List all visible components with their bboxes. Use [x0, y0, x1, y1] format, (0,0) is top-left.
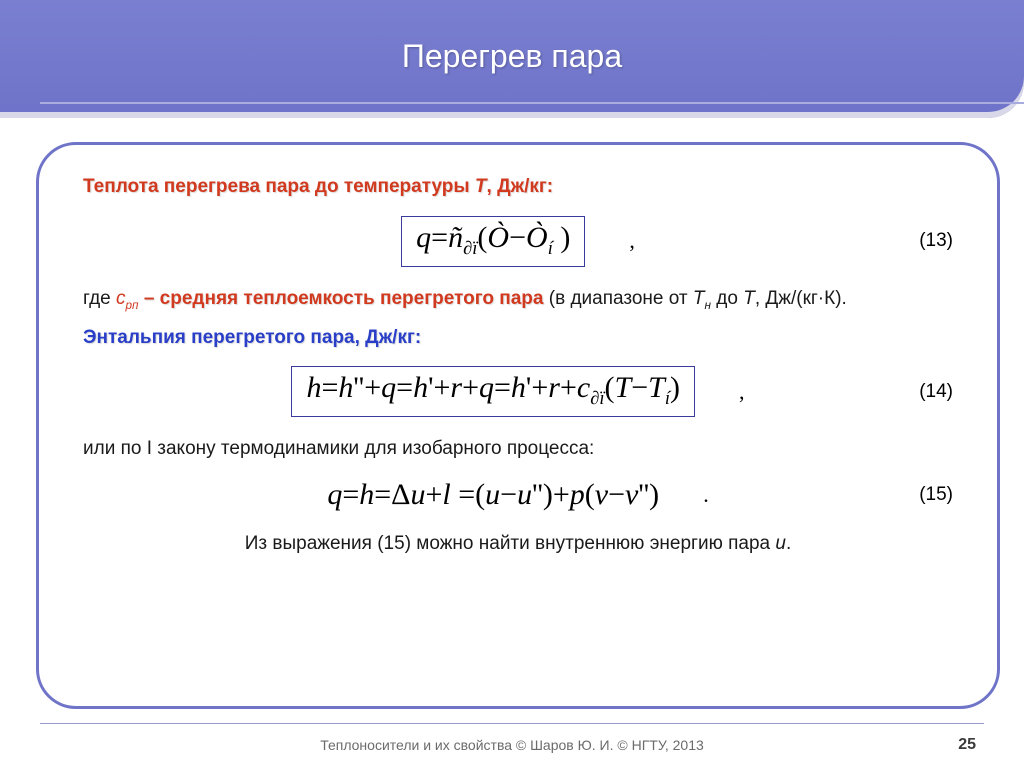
where-T2: T	[743, 288, 755, 309]
eq13-number: (13)	[919, 230, 953, 252]
eq13-comma: ,	[629, 228, 635, 254]
content-frame: Теплота перегрева пара до температуры T,…	[36, 142, 1000, 709]
heading1-before: Теплота перегрева пара до температуры	[83, 176, 475, 197]
equation-15: q=h=Δu+l =(u−u'')+p(v−v'')	[327, 478, 659, 512]
conclusion-after: .	[786, 533, 791, 554]
equation-14-row: h=h''+q=h'+r+q=h'+r+c∂ï(T−Tí) , (14)	[83, 366, 953, 417]
where-var: c	[116, 288, 126, 309]
heading1-T: T	[475, 176, 487, 197]
eq15-number: (15)	[919, 484, 953, 506]
heading-1: Теплота перегрева пара до температуры T,…	[83, 173, 953, 202]
heading1-text: Теплота перегрева пара до температуры T,…	[83, 176, 553, 197]
eq15-dot: .	[703, 482, 709, 508]
where-sub: рп	[126, 298, 139, 311]
heading-2: Энтальпия перегретого пара, Дж/кг:	[83, 324, 953, 353]
slide-header: Перегрев пара	[0, 0, 1024, 118]
where-units: , Дж/(кг·К).	[755, 288, 847, 309]
equation-13: q=ñ∂ï(Ò−Òí )	[401, 216, 585, 267]
page-number: 25	[958, 736, 976, 754]
slide-title: Перегрев пара	[402, 38, 622, 75]
footer-divider	[40, 723, 984, 724]
heading1-after: , Дж/кг:	[487, 176, 554, 197]
footer-text: Теплоносители и их свойства © Шаров Ю. И…	[320, 737, 704, 753]
where-line: где cрп – средняя теплоемкость перегрето…	[83, 285, 953, 314]
or-line: или по I закону термодинамики для изобар…	[83, 435, 953, 464]
slide-footer: Теплоносители и их свойства © Шаров Ю. И…	[0, 723, 1024, 767]
equation-15-row: q=h=Δu+l =(u−u'')+p(v−v'') . (15)	[83, 478, 953, 512]
eq14-comma: ,	[739, 379, 745, 405]
where-tail: (в диапазоне от	[549, 288, 693, 309]
heading2-text: Энтальпия перегретого пара, Дж/кг:	[83, 327, 421, 348]
equation-14: h=h''+q=h'+r+q=h'+r+c∂ï(T−Tí)	[291, 366, 695, 417]
conclusion: Из выражения (15) можно найти внутреннюю…	[83, 530, 953, 559]
where-prefix: где	[83, 288, 116, 309]
conclusion-u: u	[775, 533, 786, 554]
where-dash: – средняя теплоемкость перегретого пара	[139, 288, 549, 309]
where-to: до	[711, 288, 743, 309]
conclusion-before: Из выражения (15) можно найти внутреннюю…	[245, 533, 776, 554]
equation-13-row: q=ñ∂ï(Ò−Òí ) , (13)	[83, 216, 953, 267]
eq14-number: (14)	[919, 381, 953, 403]
where-Tn: T	[693, 288, 705, 309]
